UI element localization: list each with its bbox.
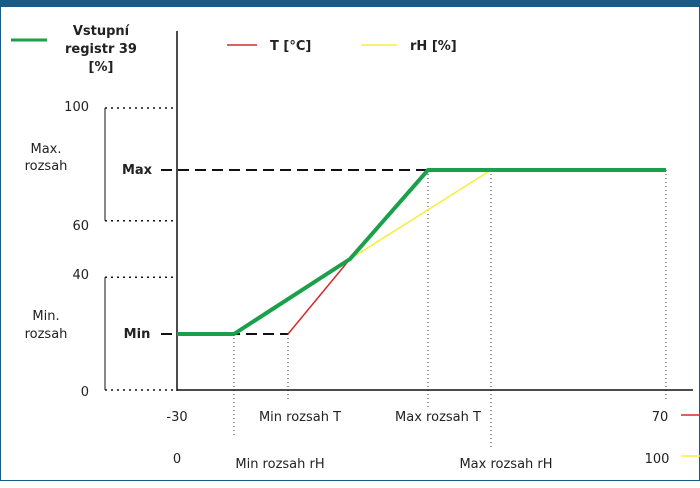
x-tick-rH-end: 100 [645,452,670,467]
max-marker: Max [122,163,153,178]
y-axis-title-line-1: Vstupní [73,24,131,39]
x-label-max-rozsah-T: Max rozsah T [395,410,481,425]
legend-label-rH: rH [%] [410,39,457,54]
y-axis-title-line-2: registr 39 [65,42,137,57]
series [177,168,666,336]
min-range-label-line-1: Min. [32,309,59,324]
x-label-min-rozsah-rH: Min rozsah rH [235,457,324,472]
legend-label-T: T [°C] [270,39,311,54]
y-axis-title-line-3: [%] [89,60,114,75]
max-range-label-line-2: rozsah [25,159,68,174]
y-tick-0: 0 [81,385,89,400]
y-tick-40: 40 [72,268,89,283]
guide-lines [104,107,667,447]
x-tick-rH-start: 0 [173,452,181,467]
min-range-label-line-2: rozsah [25,327,68,342]
y-tick-60: 60 [72,219,89,234]
axes [176,31,693,391]
x-tick-T-end: 70 [652,410,669,425]
y-tick-100: 100 [64,100,89,115]
chart: Vstupní registr 39 [%] T [°C] rH [%] 100… [11,24,700,472]
max-range-label-line-1: Max. [30,142,61,157]
x-label-min-rozsah-T: Min rozsah T [259,410,341,425]
x-label-max-rozsah-rH: Max rozsah rH [459,457,552,472]
x-tick-T-start: -30 [166,410,187,425]
min-marker: Min [124,327,151,342]
series-output-line [177,168,666,336]
